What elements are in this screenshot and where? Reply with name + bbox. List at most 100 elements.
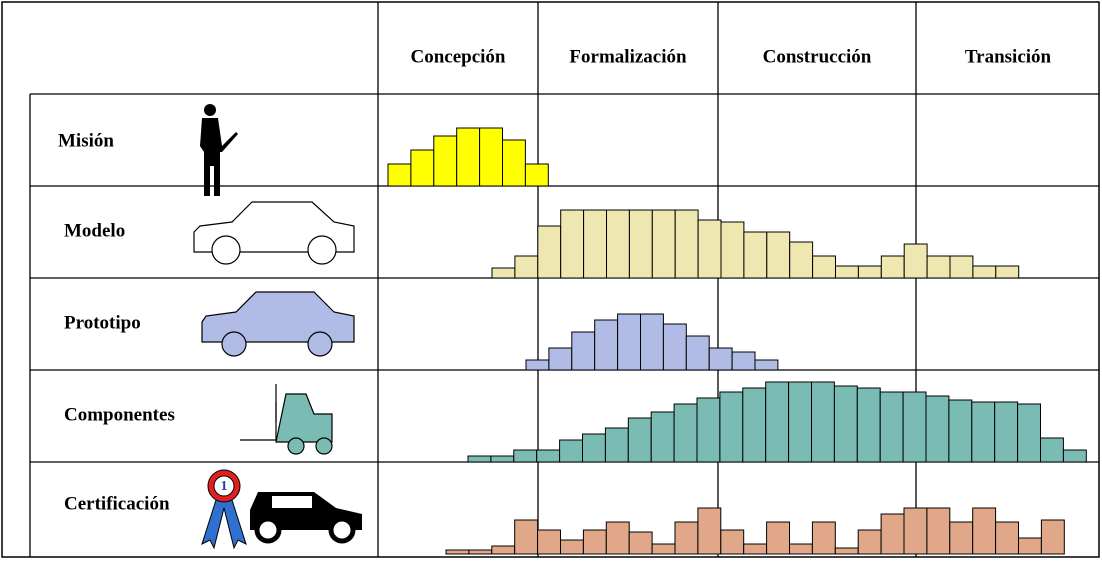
phase-header: Formalización <box>569 46 687 67</box>
histogram-bar <box>1017 403 1041 463</box>
histogram-bar <box>708 347 733 371</box>
histogram-bar <box>972 507 997 555</box>
histogram-bar <box>387 163 412 187</box>
histogram-bar <box>971 401 996 463</box>
histogram-bar <box>948 399 973 463</box>
histogram-bar <box>834 547 859 555</box>
badge-number: 1 <box>221 479 228 494</box>
histogram-bar <box>1018 537 1042 555</box>
histogram-bar <box>524 163 549 187</box>
histogram-bar <box>491 267 516 279</box>
histogram-bar <box>1040 437 1064 463</box>
phase-header: Transición <box>965 46 1052 67</box>
histogram-bar <box>674 521 699 555</box>
histogram-bar <box>433 135 458 187</box>
histogram-bar <box>731 351 756 371</box>
histogram-bar <box>513 449 538 463</box>
histogram-bar <box>490 455 515 463</box>
histogram-bar <box>627 417 652 463</box>
histogram-bar <box>766 521 790 555</box>
histogram-bar <box>902 391 927 463</box>
histogram-bar <box>640 313 664 371</box>
phase-header: Construcción <box>763 46 872 67</box>
histogram-bar <box>537 225 562 279</box>
histogram-bar <box>479 127 504 187</box>
person-icon <box>200 104 238 196</box>
histogram-bar <box>548 347 573 371</box>
histogram-bar <box>650 411 675 463</box>
row-label: Modelo <box>64 220 125 241</box>
histogram-bar <box>651 209 676 279</box>
histogram-bar <box>835 265 859 279</box>
histogram-bar <box>560 209 585 279</box>
histogram-bar <box>514 519 539 555</box>
histogram-bar <box>766 231 791 279</box>
histogram-bar <box>949 521 974 555</box>
histogram-bar <box>651 543 676 555</box>
histograms <box>387 127 1087 555</box>
histogram-bar <box>685 335 710 371</box>
histogram-bar <box>720 529 745 555</box>
row-label: Componentes <box>64 404 175 425</box>
histogram-bar <box>606 209 630 279</box>
histogram-bar <box>789 543 813 555</box>
histogram-bar <box>491 545 516 555</box>
histogram-bar <box>617 313 641 371</box>
histogram-bar <box>857 529 882 555</box>
histogram-bar <box>743 231 768 279</box>
histogram-bar <box>754 359 779 371</box>
histogram-bar <box>926 507 951 555</box>
histogram-bar <box>628 209 653 279</box>
histogram-bar <box>856 387 881 463</box>
histogram-bar <box>628 531 653 555</box>
histogram-bar <box>743 543 768 555</box>
histogram-bar <box>696 397 721 463</box>
histogram-bar <box>536 449 561 463</box>
histogram-bar <box>880 255 905 279</box>
histogram-bar <box>765 381 790 463</box>
histogram-bar <box>925 395 950 463</box>
car-outline-icon <box>193 201 355 265</box>
histogram-bar <box>720 221 745 279</box>
histogram-bar <box>525 359 550 371</box>
car-black-icon <box>250 492 362 544</box>
histogram-bar <box>674 209 699 279</box>
histogram-bar <box>673 403 698 463</box>
histogram-bar <box>949 255 974 279</box>
histogram-bar <box>994 401 1019 463</box>
car-blue-icon <box>201 291 355 357</box>
histogram-bar <box>879 391 904 463</box>
histogram-bar <box>559 439 583 463</box>
histogram-bar <box>560 539 584 555</box>
forklift-icon <box>240 384 333 455</box>
histogram-bar <box>582 433 606 463</box>
histogram-bar <box>719 391 744 463</box>
row-label: Certificación <box>64 493 170 514</box>
histogram-bar <box>903 243 928 279</box>
histogram-bar <box>410 149 435 187</box>
histogram-bar <box>789 241 814 279</box>
histogram-bar <box>972 265 997 279</box>
histogram-bar <box>903 507 928 555</box>
histogram-bar <box>594 319 619 371</box>
histogram-bar <box>697 507 722 555</box>
histogram-bar <box>571 331 596 371</box>
histogram-bar <box>604 427 629 463</box>
histogram-bar <box>468 549 493 555</box>
histogram-bar <box>456 127 481 187</box>
histogram-bar <box>537 529 561 555</box>
histogram-bar <box>697 219 722 279</box>
histogram-bar <box>742 387 767 463</box>
phase-header: Concepción <box>411 46 506 67</box>
histogram-bar <box>880 513 905 555</box>
row-label: Misión <box>58 130 114 151</box>
histogram-bar <box>1062 449 1087 463</box>
histogram-bar <box>995 265 1020 279</box>
histogram-bar <box>445 549 470 555</box>
histogram-bar <box>583 209 607 279</box>
histogram-bar <box>811 381 835 463</box>
